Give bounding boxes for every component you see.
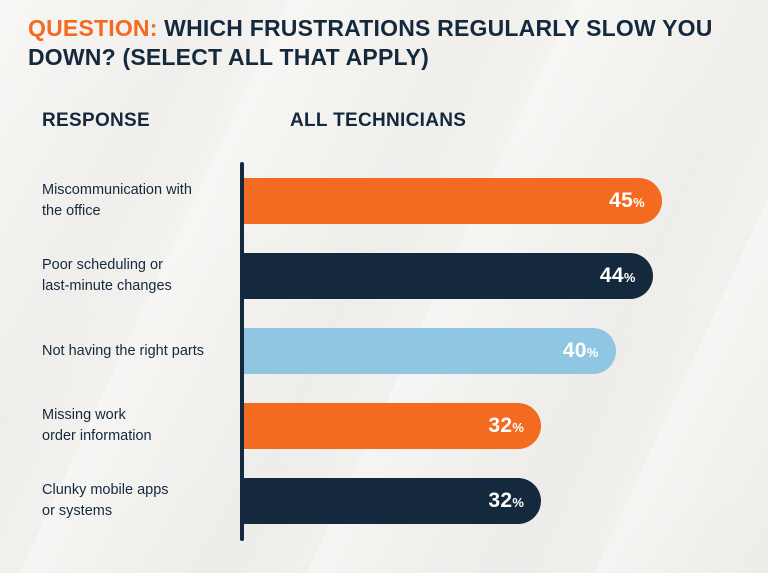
bar-track: 32% (244, 403, 662, 450)
bar: 32% (244, 403, 542, 450)
bar: 32% (244, 478, 542, 525)
category-label: Clunky mobile apps or systems (42, 482, 169, 520)
bar-chart: Miscommunication with the office 45% Poor … (28, 161, 740, 541)
bar-track: 44% (244, 253, 662, 300)
bar-value-label: 40% (562, 339, 599, 363)
column-header-all-technicians: ALL TECHNICIANS (290, 109, 467, 131)
bar-value-label: 44% (599, 264, 636, 288)
bar-value-label: 32% (488, 414, 525, 438)
bar-value-label: 45% (609, 189, 645, 213)
bar-track: 40% (244, 328, 662, 375)
bar-track: 45% (244, 178, 662, 225)
chart-rows: Miscommunication with the office 45% Poor … (28, 164, 740, 539)
chart-row: Miscommunication with the office 45% (28, 164, 740, 239)
column-headers: RESPONSE ALL TECHNICIANS (28, 110, 740, 132)
chart-row: Clunky mobile apps or systems 32% (28, 464, 740, 539)
page-title: QUESTION: WHICH FRUSTRATIONS REGULARLY S… (28, 14, 740, 73)
column-header-response: RESPONSE (42, 109, 150, 131)
chart-row: Poor scheduling or last-minute changes 44… (28, 239, 740, 314)
bar-value-label: 32% (488, 489, 525, 513)
bar-track: 32% (244, 478, 662, 525)
category-label: Not having the right parts (42, 342, 205, 359)
bar: 40% (244, 328, 616, 375)
question-prefix: QUESTION: (28, 15, 158, 41)
category-label: Poor scheduling or last-minute changes (42, 257, 172, 295)
chart-row: Missing work order information 32% (28, 389, 740, 464)
bar: 45% (244, 178, 662, 225)
question-text: WHICH FRUSTRATIONS REGULARLY SLOW YOU DO… (28, 15, 713, 71)
chart-row: Not having the right parts 40% (28, 314, 740, 389)
y-axis-line (240, 161, 244, 541)
category-label: Miscommunication with the office (42, 182, 192, 220)
category-label: Missing work order information (42, 407, 152, 445)
bar: 44% (244, 253, 653, 300)
